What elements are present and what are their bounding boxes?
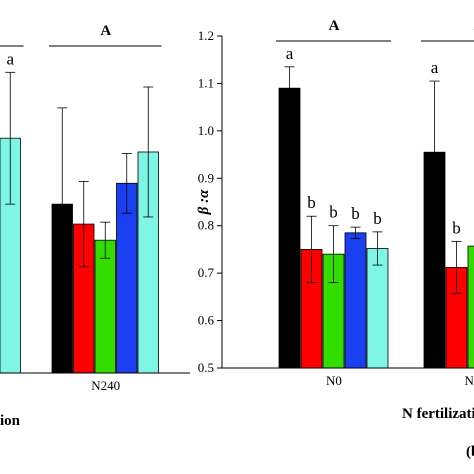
significance-letter: a <box>6 49 14 68</box>
significance-letter: b <box>452 218 461 237</box>
significance-letter: b <box>307 193 316 212</box>
bar <box>94 239 116 374</box>
y-tick-label: 1.2 <box>198 28 214 43</box>
y-tick-label: 0.7 <box>198 265 215 280</box>
panel-label: (b) <box>466 444 474 460</box>
group-label: A <box>329 18 340 34</box>
significance-letter: b <box>373 209 382 228</box>
x-tick-label: N0 <box>326 373 342 388</box>
y-tick-label: 0.9 <box>198 170 214 185</box>
y-axis-label: β :α <box>196 189 212 215</box>
x-axis-label: N fertilization <box>0 413 21 429</box>
significance-letter: b <box>329 203 338 222</box>
y-tick-label: 1.0 <box>198 123 214 138</box>
bar <box>344 232 367 369</box>
y-tick-label: 1.1 <box>198 75 214 90</box>
bar <box>366 248 389 369</box>
y-tick-label: 0.8 <box>198 218 214 233</box>
y-tick-label: 0.6 <box>198 313 215 328</box>
x-axis-label: N fertilization <box>402 406 474 422</box>
x-tick-label: N240 <box>91 378 120 393</box>
bar <box>278 87 301 369</box>
significance-letter: a <box>431 58 439 77</box>
y-tick-label: 0.5 <box>198 360 214 375</box>
significance-letter: a <box>286 44 294 63</box>
significance-letter: b <box>351 204 360 223</box>
group-label: A <box>100 23 111 39</box>
x-tick-label: N240 <box>465 373 474 388</box>
bar <box>467 245 474 369</box>
